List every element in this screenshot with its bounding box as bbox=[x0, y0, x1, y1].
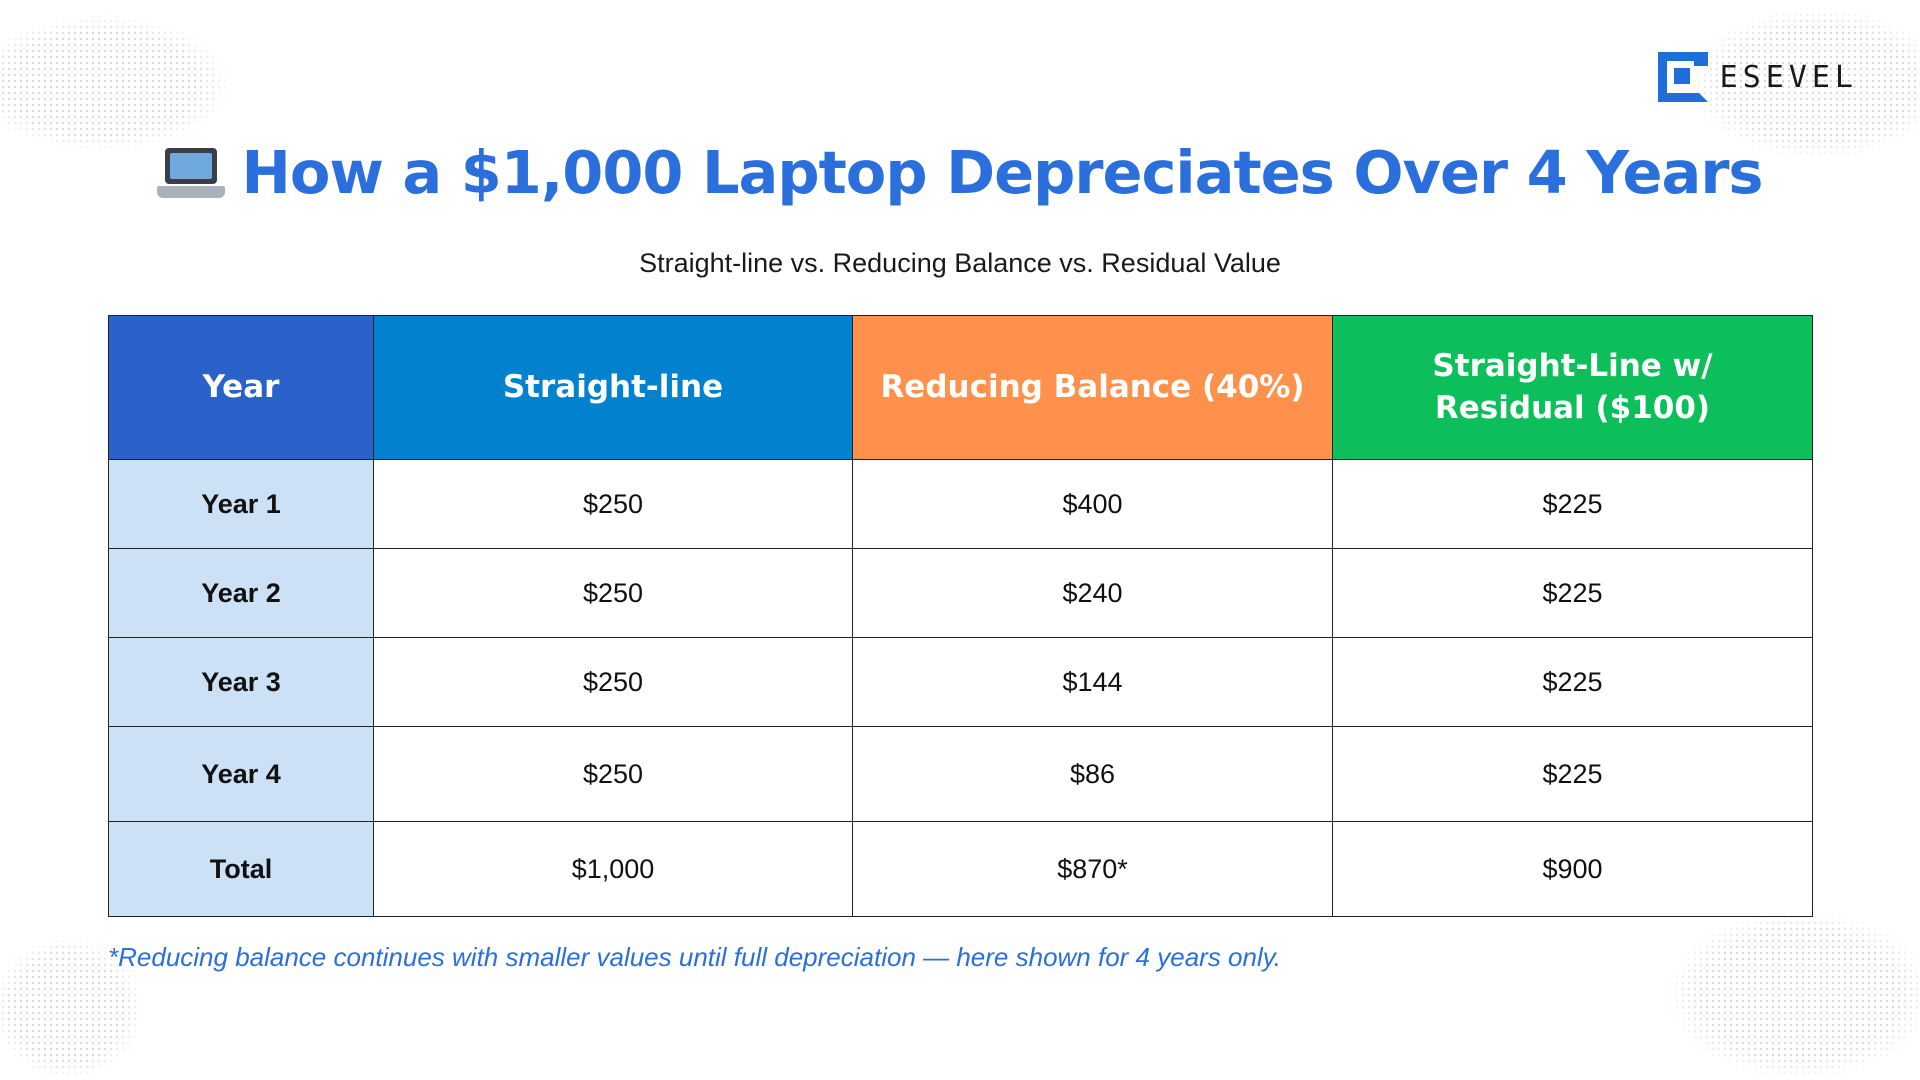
residual-total-cell: $900 bbox=[1332, 821, 1813, 917]
world-map-decoration-top-right bbox=[1630, 0, 1920, 185]
footnote: *Reducing balance continues with smaller… bbox=[108, 942, 1282, 972]
straight-line-cell: $250 bbox=[373, 548, 853, 638]
straight-line-cell: $250 bbox=[373, 726, 853, 822]
header-reducing-balance: Reducing Balance (40%) bbox=[852, 315, 1333, 460]
laptop-icon bbox=[157, 146, 226, 200]
table-total-row: Total $1,000 $870* $900 bbox=[108, 821, 1813, 917]
table-row: Year 2 $250 $240 $225 bbox=[108, 548, 1813, 638]
page-title: How a $1,000 Laptop Depreciates Over 4 Y… bbox=[0, 138, 1920, 207]
brand-logo: ESEVEL bbox=[1657, 52, 1858, 102]
reducing-balance-cell: $240 bbox=[852, 548, 1333, 638]
header-straight-line-residual: Straight-Line w/ Residual ($100) bbox=[1332, 315, 1813, 460]
logo-mark-icon bbox=[1657, 52, 1708, 102]
year-cell: Year 2 bbox=[108, 548, 374, 638]
residual-cell: $225 bbox=[1332, 637, 1813, 727]
residual-cell: $225 bbox=[1332, 459, 1813, 549]
reducing-balance-cell: $144 bbox=[852, 637, 1333, 727]
residual-cell: $225 bbox=[1332, 548, 1813, 638]
page-subtitle: Straight-line vs. Reducing Balance vs. R… bbox=[639, 248, 1281, 278]
header-straight-line: Straight-line bbox=[373, 315, 853, 460]
world-map-decoration-top-left bbox=[0, 0, 290, 185]
table-header-row: Year Straight-line Reducing Balance (40%… bbox=[108, 315, 1813, 460]
table-row: Year 1 $250 $400 $225 bbox=[108, 459, 1813, 549]
table-row: Year 3 $250 $144 $225 bbox=[108, 637, 1813, 727]
world-map-decoration-bottom-left bbox=[0, 920, 170, 1080]
reducing-balance-cell: $400 bbox=[852, 459, 1333, 549]
year-cell: Year 3 bbox=[108, 637, 374, 727]
header-year: Year bbox=[108, 315, 374, 460]
logo-text: ESEVEL bbox=[1719, 59, 1858, 95]
page-title-text: How a $1,000 Laptop Depreciates Over 4 Y… bbox=[241, 138, 1763, 207]
year-cell: Year 1 bbox=[108, 459, 374, 549]
depreciation-table: Year Straight-line Reducing Balance (40%… bbox=[108, 315, 1813, 917]
table-row: Year 4 $250 $86 $225 bbox=[108, 726, 1813, 822]
year-cell: Year 4 bbox=[108, 726, 374, 822]
reducing-balance-total-cell: $870* bbox=[852, 821, 1333, 917]
world-map-decoration-bottom-right bbox=[1620, 890, 1920, 1080]
straight-line-cell: $250 bbox=[373, 637, 853, 727]
residual-cell: $225 bbox=[1332, 726, 1813, 822]
reducing-balance-cell: $86 bbox=[852, 726, 1333, 822]
straight-line-cell: $250 bbox=[373, 459, 853, 549]
straight-line-total-cell: $1,000 bbox=[373, 821, 853, 917]
total-label-cell: Total bbox=[108, 821, 374, 917]
